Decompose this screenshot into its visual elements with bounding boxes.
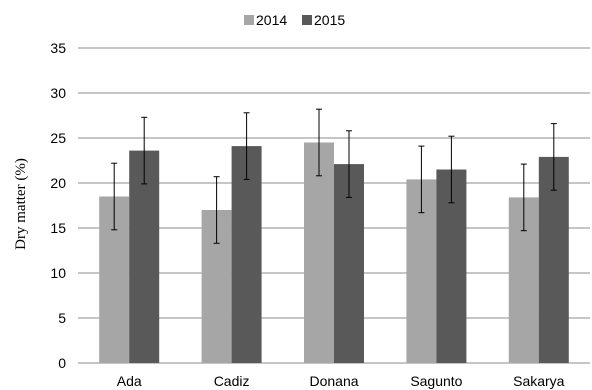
y-tick-label: 30 xyxy=(50,85,66,101)
legend: 2014 2015 xyxy=(244,12,345,28)
x-tick-label: Sakarya xyxy=(513,373,565,389)
y-axis-label: Dry matter (%) xyxy=(13,158,29,250)
bar-2015-sakarya xyxy=(538,156,569,363)
x-tick-label: Ada xyxy=(117,373,142,389)
y-tick-label: 10 xyxy=(50,265,66,281)
x-tick-label: Donana xyxy=(309,373,358,389)
y-tick-label: 35 xyxy=(50,40,66,56)
legend-swatch-2014 xyxy=(244,15,254,25)
y-tick-label: 0 xyxy=(58,355,66,371)
x-tick-label: Cadiz xyxy=(214,373,250,389)
y-tick-labels: 0 5 10 15 20 25 30 35 xyxy=(50,40,66,371)
bar-2015-ada xyxy=(129,150,160,363)
error-bars xyxy=(111,108,557,244)
x-tick-label: Sagunto xyxy=(410,373,462,389)
bar-2014-donana xyxy=(304,142,334,363)
x-tick-labels: Ada Cadiz Donana Sagunto Sakarya xyxy=(117,373,565,389)
y-tick-label: 15 xyxy=(50,220,66,236)
bar-2015-cadiz xyxy=(231,146,262,363)
y-tick-label: 25 xyxy=(50,130,66,146)
legend-label-2015: 2015 xyxy=(314,12,345,28)
legend-label-2014: 2014 xyxy=(256,12,287,28)
legend-swatch-2015 xyxy=(302,15,312,25)
y-tick-label: 5 xyxy=(58,310,66,326)
bars xyxy=(99,142,569,363)
y-tick-label: 20 xyxy=(50,175,66,191)
